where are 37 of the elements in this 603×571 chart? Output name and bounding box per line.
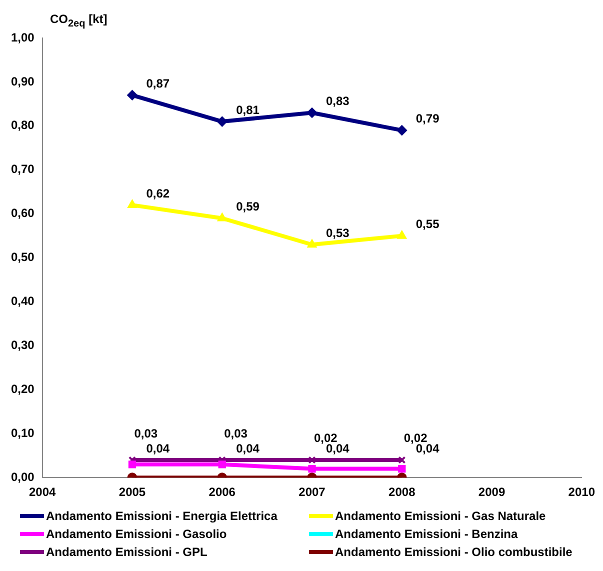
y-tick-label: 0,10 [10,426,35,440]
x-tick-label: 2008 [388,485,416,500]
x-tick-label: 2009 [478,485,506,500]
data-label: 0,03 [224,426,248,441]
legend-label: Andamento Emissioni - Benzina [335,527,518,541]
y-tick-label: 0,40 [10,294,35,308]
y-tick-label: 0,80 [10,118,35,132]
y-tick-label: 0,90 [10,74,35,88]
data-label: 0,87 [146,76,170,90]
y-tick-label: 0,30 [10,338,35,352]
x-tick-label: 2010 [568,485,596,500]
y-tick-label: 1,00 [10,30,35,44]
legend-label: Andamento Emissioni - GPL [46,545,208,559]
legend-label: Andamento Emissioni - Gasolio [46,527,227,541]
x-tick-label: 2006 [208,485,236,500]
data-label: 0,04 [146,441,170,456]
data-label: 0,55 [416,217,440,232]
data-label: 0,79 [416,112,440,126]
data-label: 0,81 [236,102,260,117]
y-tick-label: 0,60 [10,206,35,220]
y-tick-label: 0,70 [10,162,35,176]
data-label: 0,53 [326,226,350,240]
data-label: 0,59 [236,200,260,214]
data-label: 0,83 [326,94,350,108]
x-tick-label: 2005 [118,485,146,500]
data-label: 0,03 [134,426,158,441]
x-tick-label: 2007 [298,485,326,500]
legend-label: Andamento Emissioni - Energia Elettrica [46,509,278,523]
legend-label: Andamento Emissioni - Gas Naturale [335,509,546,523]
legend-label: Andamento Emissioni - Olio combustibile [335,545,572,559]
data-label: 0,04 [236,441,260,456]
x-tick-label: 2004 [29,485,56,500]
y-tick-label: 0,20 [10,382,35,396]
y-tick-label: 0,50 [10,250,35,264]
y-axis-title: CO$_{2eq}$ [kt] [50,12,108,30]
y-tick-label: 0,00 [10,470,35,484]
data-label: 0,62 [146,186,170,200]
